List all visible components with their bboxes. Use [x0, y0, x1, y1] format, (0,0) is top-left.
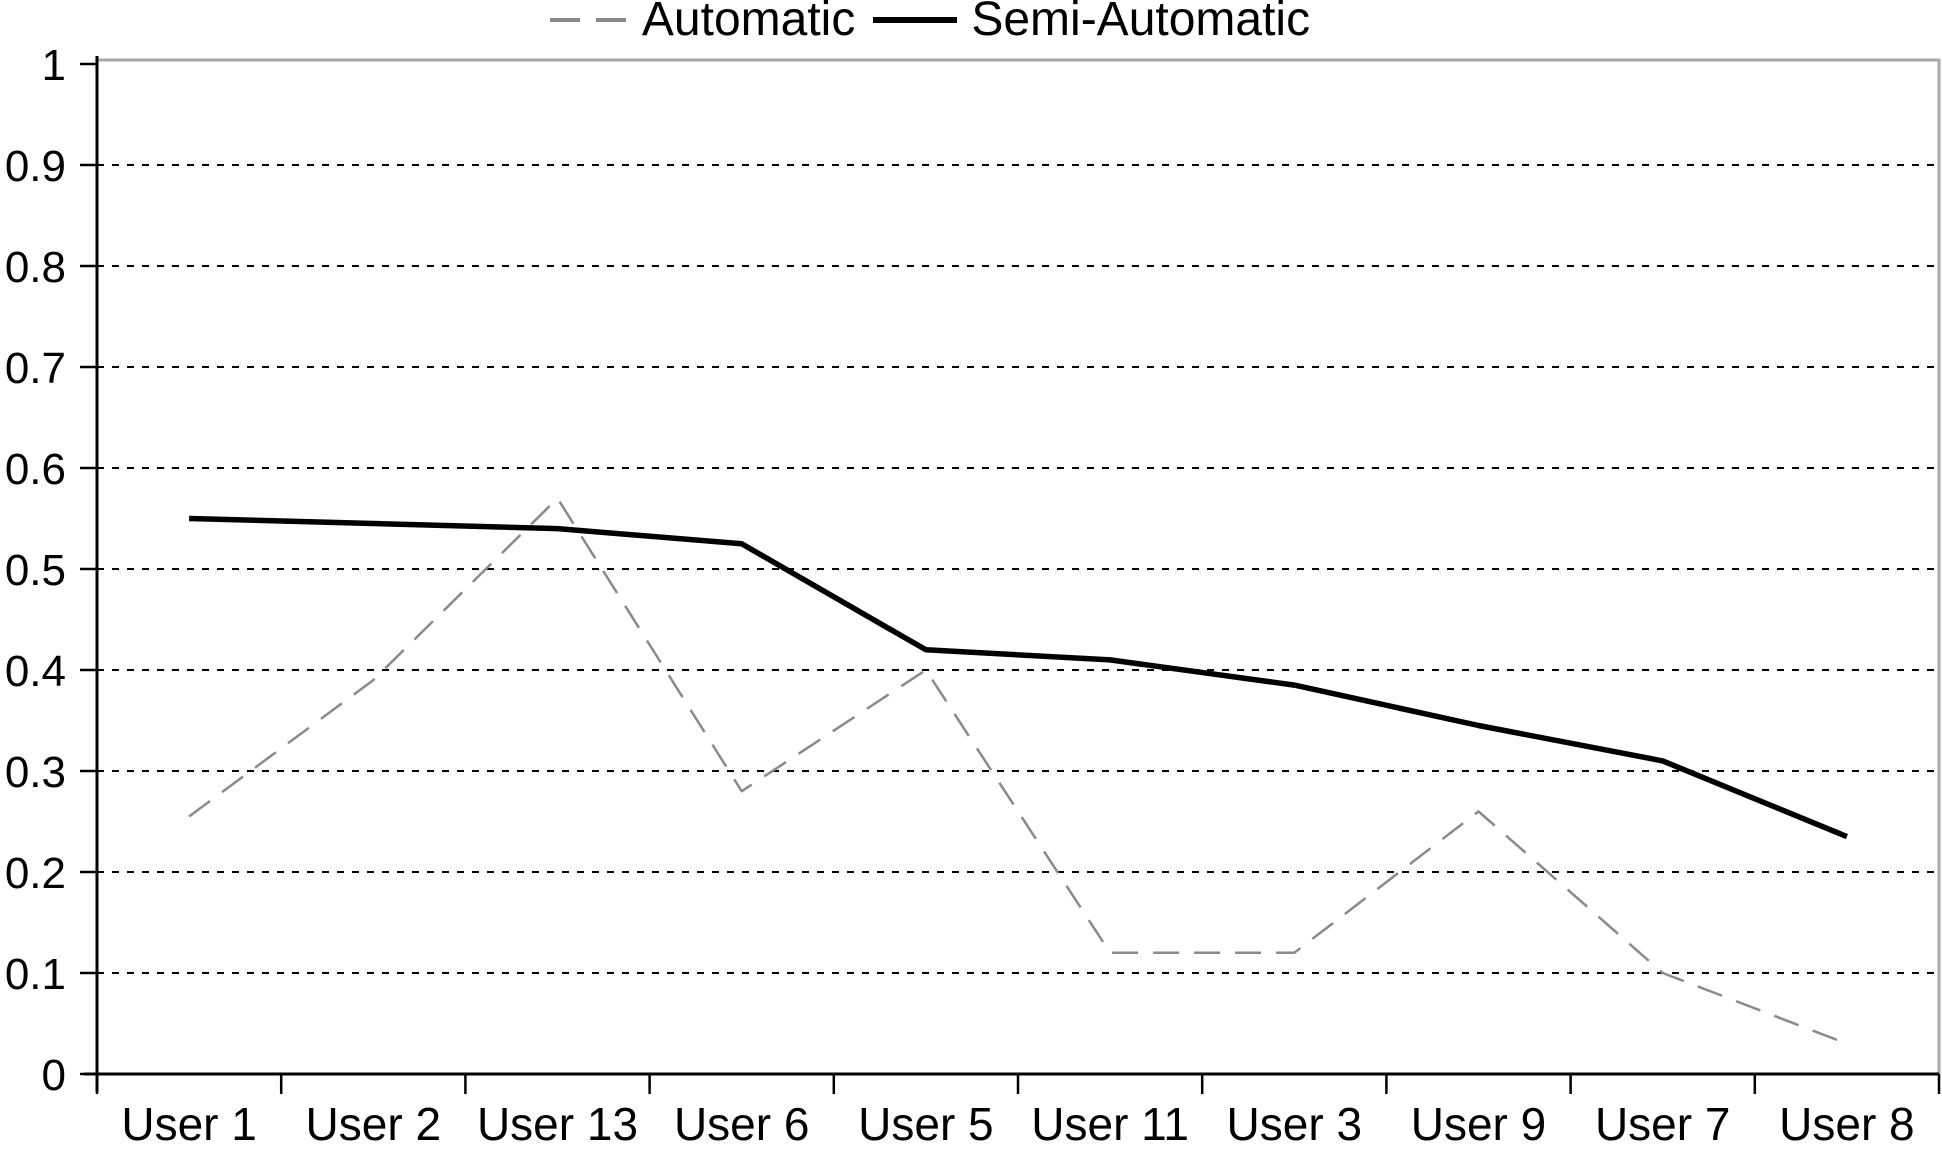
y-tick-label: 0.1 [5, 950, 66, 999]
x-category-label: User 8 [1779, 1098, 1914, 1150]
y-tick-label: 0 [42, 1051, 66, 1100]
y-tick-label: 0.5 [5, 546, 66, 595]
x-category-label: User 5 [858, 1098, 993, 1150]
y-tick-label: 0.9 [5, 142, 66, 191]
x-category-label: User 9 [1411, 1098, 1546, 1150]
x-category-label: User 13 [477, 1098, 638, 1150]
series-line-semi-automatic [189, 515, 1848, 840]
y-tick-label: 0.2 [5, 849, 66, 898]
y-tick-label: 1 [42, 41, 66, 90]
x-category-label: User 3 [1227, 1098, 1362, 1150]
x-category-label: User 1 [121, 1098, 256, 1150]
y-tick-label: 0.7 [5, 344, 66, 393]
plot-border [97, 58, 1941, 1074]
y-tick-label: 0.3 [5, 748, 66, 797]
x-category-label: User 6 [674, 1098, 809, 1150]
series-line-automatic [188, 497, 1848, 1045]
x-category-label: User 2 [306, 1098, 441, 1150]
y-tick-label: 0.6 [5, 445, 66, 494]
x-category-label: User 7 [1595, 1098, 1730, 1150]
x-category-label: User 11 [1031, 1098, 1189, 1150]
y-tick-label: 0.4 [5, 647, 66, 696]
y-tick-label: 0.8 [5, 243, 66, 292]
